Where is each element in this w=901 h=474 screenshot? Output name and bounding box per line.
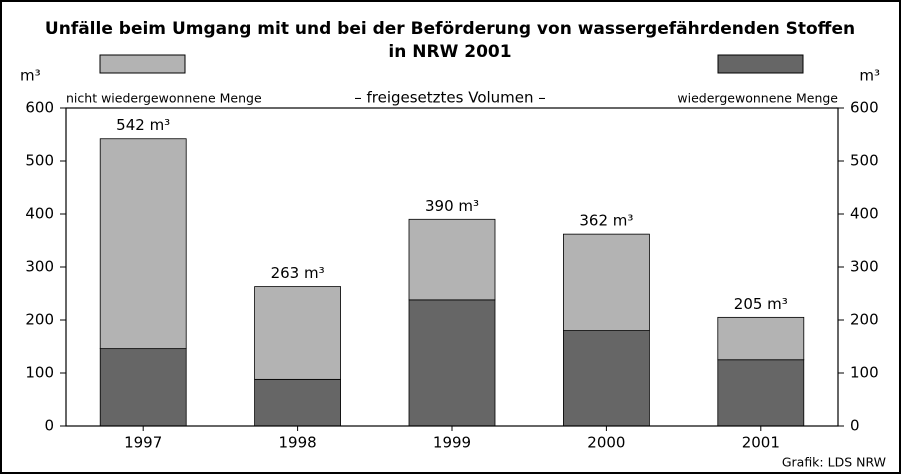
chart-title: in NRW 2001 [388, 42, 511, 62]
plot-frame [65, 107, 839, 427]
y-tick-label: 0 [44, 417, 54, 435]
bar-segment [99, 138, 187, 350]
y2-tick-label: 300 [850, 258, 879, 276]
y2-tick-label: 600 [850, 99, 879, 117]
x-tick-label: 1997 [124, 434, 162, 452]
y2-tick-label: 400 [850, 205, 879, 223]
bar-segment [563, 330, 650, 427]
y-tick-label: 500 [25, 152, 54, 170]
subtitle: – freigesetztes Volumen – [354, 89, 546, 107]
y2-tick-label: 200 [850, 311, 879, 329]
bar-segment [408, 218, 496, 301]
bar-segment [254, 286, 342, 380]
y2-tick-label: 100 [850, 364, 879, 382]
y2-tick-label: 500 [850, 152, 879, 170]
total-label: 263 m³ [271, 264, 325, 282]
legend-swatch [717, 54, 804, 74]
y2-axis-label: m³ [859, 67, 880, 85]
total-label: 362 m³ [579, 212, 633, 230]
y2-tick-label: 0 [850, 417, 860, 435]
bar-segment [254, 378, 342, 427]
legend-swatch [99, 54, 186, 74]
x-tick-label: 1999 [433, 434, 471, 452]
bar-segment [717, 316, 805, 361]
total-label: 205 m³ [734, 295, 788, 313]
y-tick-label: 200 [25, 311, 54, 329]
chart-title: Unfälle beim Umgang mit und bei der Befö… [45, 19, 855, 39]
y-tick-label: 600 [25, 99, 54, 117]
total-label: 390 m³ [425, 197, 479, 215]
y-tick-label: 300 [25, 258, 54, 276]
bar-segment [99, 348, 187, 427]
x-tick-label: 1998 [279, 434, 317, 452]
bar-segment [563, 233, 650, 331]
source: Grafik: LDS NRW [782, 455, 886, 470]
legend-label: wiedergewonnene Menge [677, 91, 838, 106]
bar-segment [408, 299, 496, 427]
y-tick-label: 100 [25, 364, 54, 382]
bar-segment [717, 359, 805, 427]
x-tick-label: 2001 [742, 434, 780, 452]
y-axis-label: m³ [20, 67, 41, 85]
legend-label: nicht wiedergewonnene Menge [66, 91, 262, 106]
total-label: 542 m³ [116, 116, 170, 134]
x-tick-label: 2000 [587, 434, 625, 452]
y-tick-label: 400 [25, 205, 54, 223]
